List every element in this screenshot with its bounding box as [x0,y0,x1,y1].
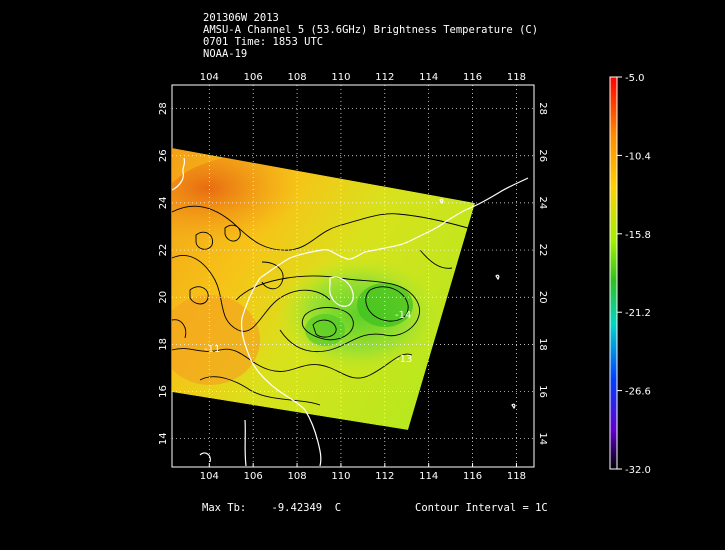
contour-label-11: -11 [204,344,220,355]
lat-tick-left: 14 [158,432,169,445]
colorbar-labels: -5.0 -10.4 -15.8 -21.2 -26.6 -32.0 [617,73,651,476]
lat-tick-left: 24 [158,197,169,210]
map-title-line-4: NOAA-19 [203,48,248,60]
lon-tick-top: 112 [375,72,394,83]
lon-tick-top: 116 [463,72,482,83]
lat-tick-right: 18 [537,338,548,351]
contour-label-14: -14 [395,310,411,321]
lon-tick-bottom: 118 [507,471,526,482]
lat-tick-right: 28 [537,102,548,115]
lat-tick-left: 18 [158,338,169,351]
map-title-line-2: AMSU-A Channel 5 (53.6GHz) Brightness Te… [203,24,539,36]
colorbar-label: -15.8 [625,230,651,241]
lat-tick-right: 14 [537,432,548,445]
lat-tick-right: 24 [537,197,548,210]
lat-tick-right: 26 [537,149,548,162]
lon-tick-bottom: 108 [288,471,307,482]
lon-tick-bottom: 106 [244,471,263,482]
colorbar-label: -26.6 [625,387,651,398]
lon-tick-bottom: 112 [375,471,394,482]
colorbar-label: -10.4 [625,151,651,162]
contour-labels: -14 -13 -11 [204,310,412,365]
brightness-temperature-swath [172,148,475,430]
colorbar-label: -5.0 [625,73,645,84]
coastline [171,157,529,467]
colorbar [609,76,618,470]
lat-tick-left: 20 [158,291,169,304]
lon-tick-top: 118 [507,72,526,83]
map-title-line-3: 0701 Time: 1853 UTC [203,36,324,48]
lat-tick-left: 16 [158,385,169,398]
max-tb-readout: Max Tb: -9.42349 C [202,502,342,514]
lon-tick-bottom: 116 [463,471,482,482]
lon-tick-bottom: 114 [419,471,438,482]
colorbar-label: -32.0 [625,465,651,476]
lat-tick-left: 28 [158,102,169,115]
axis-tick-labels: 104 104 106 106 108 108 110 110 112 112 114 114 116 1… [158,72,548,482]
lat-tick-right: 16 [537,385,548,398]
contour-label-13: -13 [396,354,412,365]
map-title-line-1: 201306W 2013 [203,12,279,24]
lon-tick-top: 114 [419,72,438,83]
lon-tick-top: 104 [200,72,219,83]
lat-tick-left: 22 [158,244,169,257]
lon-tick-bottom: 110 [331,471,350,482]
lon-tick-bottom: 104 [200,471,219,482]
lat-tick-right: 20 [537,291,548,304]
contour-lines [171,205,476,406]
lon-tick-top: 106 [244,72,263,83]
contour-interval-readout: Contour Interval = 1C [415,502,548,514]
colorbar-label: -21.2 [625,308,651,319]
lon-tick-top: 110 [331,72,350,83]
lat-tick-right: 22 [537,244,548,257]
graticule [172,85,534,467]
lat-tick-left: 26 [158,149,169,162]
lon-tick-top: 108 [288,72,307,83]
